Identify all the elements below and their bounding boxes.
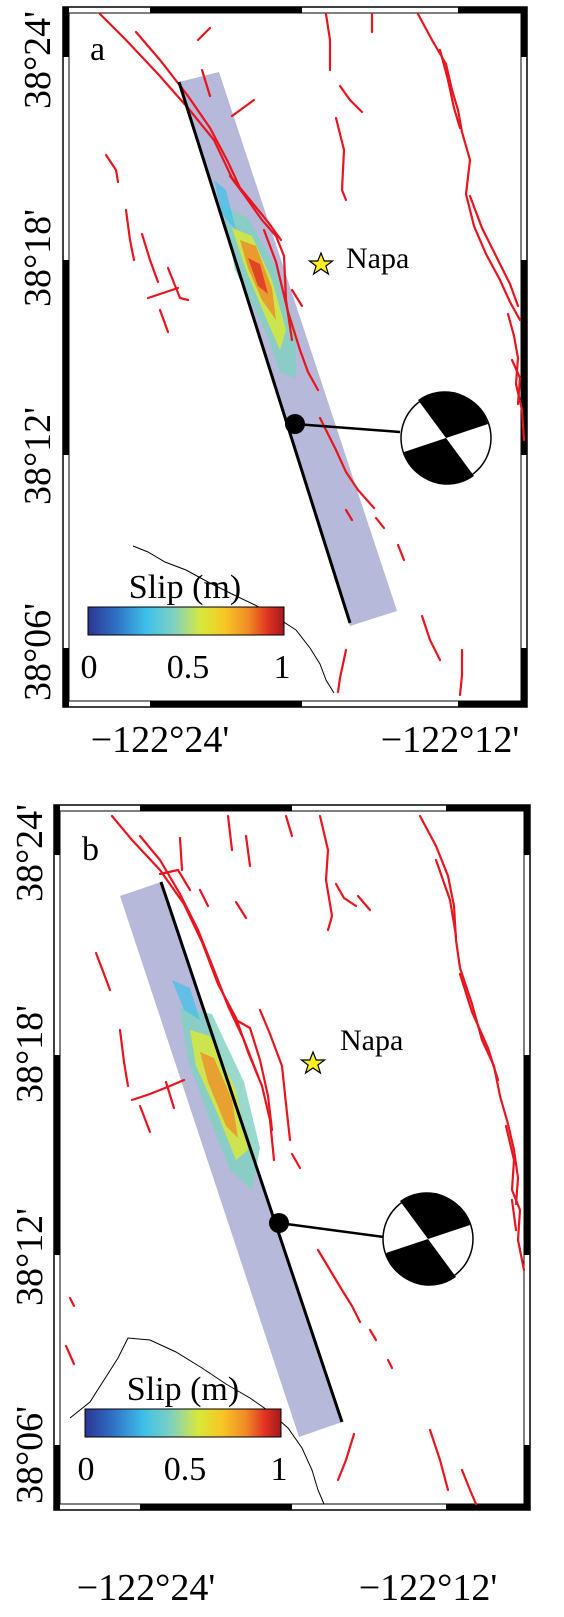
focal-mechanism — [269, 1192, 474, 1286]
colorbar-title: Slip (m) — [127, 1371, 239, 1408]
star-icon — [307, 251, 335, 276]
lat-tick: 38°12' — [17, 407, 59, 505]
slip-plane — [120, 882, 342, 1437]
colorbar-tick: 0 — [81, 649, 98, 686]
epicenter-marker — [269, 1213, 289, 1233]
panel-b: Napa b Slip (m) 0 0.5 1 38°24' 38°18' 38… — [9, 804, 531, 1609]
coastline — [69, 1337, 325, 1505]
panel-label: a — [90, 31, 105, 68]
fault-trace — [177, 81, 352, 624]
coastline — [132, 545, 335, 694]
colorbar-tick: 0 — [78, 1451, 95, 1488]
lat-tick: 38°18' — [17, 209, 59, 307]
lon-tick: −122°12' — [381, 719, 519, 761]
colorbar-tick: 1 — [271, 1451, 288, 1488]
colorbar-tick: 1 — [274, 649, 291, 686]
colorbar-title: Slip (m) — [129, 569, 241, 606]
lat-tick: 38°18' — [9, 1005, 51, 1103]
lon-tick: −122°24' — [91, 719, 229, 761]
beachball-icon — [400, 391, 492, 485]
lat-tick: 38°24' — [17, 11, 59, 109]
colorbar-tick: 0.5 — [164, 1451, 207, 1488]
fault-trace — [159, 881, 344, 1423]
latitude-labels: 38°24' 38°18' 38°12' 38°06' — [9, 804, 51, 1504]
colorbar: Slip (m) 0 0.5 1 — [78, 1371, 288, 1488]
napa-marker: Napa — [299, 1024, 403, 1075]
napa-label: Napa — [346, 242, 409, 275]
colorbar-tick: 0.5 — [167, 649, 210, 686]
lon-tick: −122°12' — [359, 1567, 497, 1609]
panel-label: b — [82, 831, 99, 868]
mapped-faults — [98, 12, 526, 697]
latitude-labels: 38°24' 38°18' 38°12' 38°06' — [17, 11, 59, 701]
lat-tick: 38°24' — [9, 804, 51, 902]
lat-tick: 38°06' — [17, 603, 59, 701]
epicenter-marker — [285, 414, 305, 434]
focal-mechanism — [285, 391, 492, 485]
colorbar-scale — [87, 606, 285, 636]
lon-tick: −122°24' — [77, 1567, 215, 1609]
colorbar: Slip (m) 0 0.5 1 — [81, 569, 291, 686]
beachball-icon — [382, 1192, 474, 1286]
colorbar-scale — [84, 1408, 282, 1438]
slip-plane — [179, 72, 397, 626]
lat-tick: 38°06' — [9, 1406, 51, 1504]
longitude-labels: −122°24' −122°12' — [77, 1567, 497, 1609]
star-icon — [299, 1050, 327, 1075]
napa-label: Napa — [340, 1024, 403, 1057]
longitude-labels: −122°24' −122°12' — [91, 719, 519, 761]
napa-marker: Napa — [307, 242, 409, 276]
lat-tick: 38°12' — [9, 1208, 51, 1306]
panel-a: Napa a Slip (m) 0 0.5 1 38°24' 38°18' 38… — [17, 6, 528, 761]
mapped-faults — [64, 814, 526, 1506]
